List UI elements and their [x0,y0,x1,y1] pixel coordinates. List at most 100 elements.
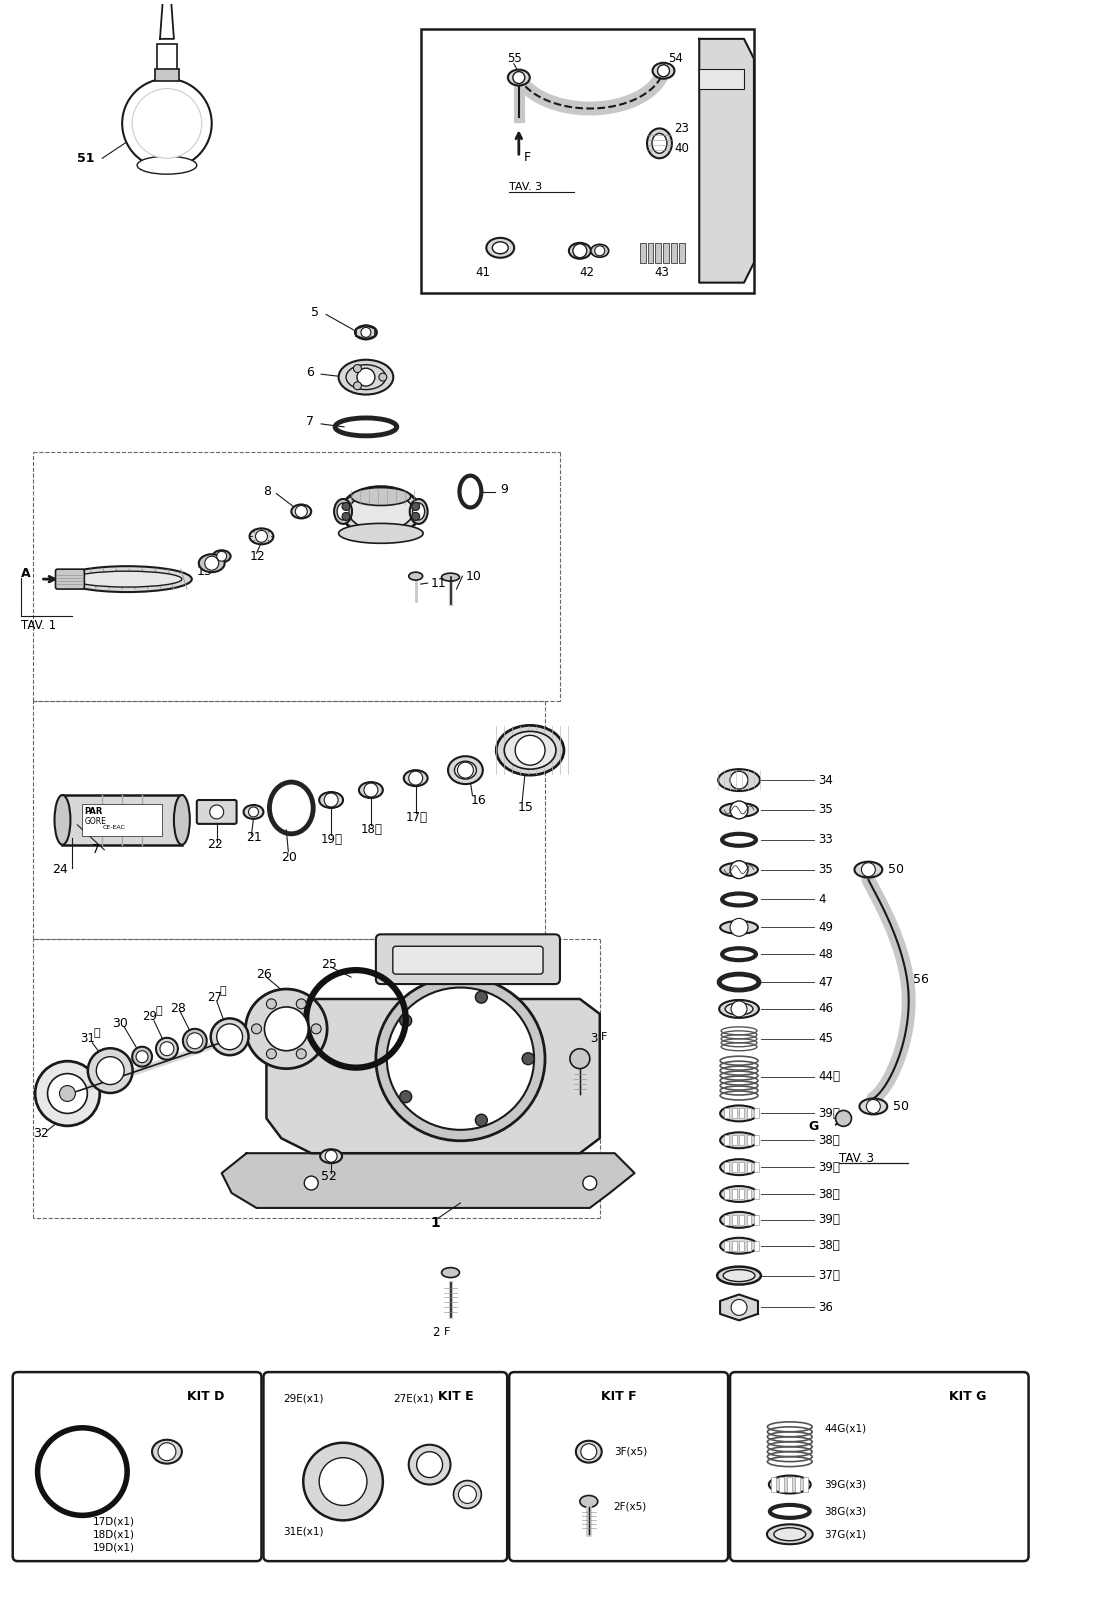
Bar [739,1162,744,1173]
Circle shape [732,1002,747,1018]
Ellipse shape [652,62,674,78]
Polygon shape [160,0,174,38]
Text: 49: 49 [818,922,834,934]
Circle shape [836,1110,851,1126]
Ellipse shape [212,550,231,562]
Ellipse shape [292,504,311,518]
Ellipse shape [448,757,483,784]
Circle shape [364,782,378,797]
Bar [747,1136,751,1146]
Circle shape [132,88,201,158]
Bar [724,1189,729,1198]
Polygon shape [720,1294,758,1320]
Ellipse shape [720,1106,758,1122]
Text: 39Ⓖ: 39Ⓖ [818,1107,840,1120]
Text: 26: 26 [256,968,272,981]
Text: 38G(x3): 38G(x3) [825,1506,867,1517]
Text: ⓔ: ⓔ [220,986,227,997]
Ellipse shape [243,805,264,819]
Ellipse shape [132,1046,152,1067]
Text: 23: 23 [674,122,690,134]
Circle shape [459,1485,476,1504]
Text: 13: 13 [197,565,212,578]
Circle shape [342,512,350,520]
Bar [795,1477,800,1493]
Circle shape [411,502,420,510]
Ellipse shape [174,795,190,845]
Bar [724,1162,729,1173]
Ellipse shape [199,554,224,573]
Circle shape [570,1048,590,1069]
Text: 8: 8 [264,485,272,498]
Text: 34: 34 [818,774,834,787]
Circle shape [475,992,487,1003]
Ellipse shape [652,133,667,154]
Ellipse shape [250,528,274,544]
Ellipse shape [88,1048,133,1093]
Bar [786,1477,792,1493]
Text: F: F [443,1328,450,1338]
Bar [754,1136,759,1146]
Ellipse shape [774,1528,805,1541]
Ellipse shape [156,1038,178,1059]
Ellipse shape [73,571,182,587]
Circle shape [59,1085,76,1101]
Circle shape [319,1458,367,1506]
Circle shape [595,246,605,256]
Circle shape [264,1006,308,1051]
Ellipse shape [349,493,414,530]
Circle shape [730,771,748,789]
Text: 44Ⓖ: 44Ⓖ [818,1070,840,1083]
Text: 31: 31 [80,1032,96,1045]
Bar [747,1240,751,1251]
Text: 35: 35 [818,803,834,816]
Ellipse shape [591,245,608,258]
Text: 24: 24 [53,862,68,877]
Ellipse shape [341,486,420,536]
Ellipse shape [412,502,425,520]
Bar [732,1162,737,1173]
Text: 50: 50 [889,862,904,877]
Text: 52: 52 [321,1170,337,1182]
Text: 46: 46 [818,1003,834,1016]
Circle shape [730,918,748,936]
Bar [663,243,670,262]
Bar [771,1477,775,1493]
Ellipse shape [576,1440,602,1462]
Circle shape [417,1451,442,1477]
Circle shape [353,382,362,390]
Circle shape [730,802,748,819]
Text: 31E(x1): 31E(x1) [284,1526,323,1536]
Circle shape [296,1050,306,1059]
Bar [803,1477,807,1493]
Ellipse shape [337,502,349,520]
Text: 44G(x1): 44G(x1) [825,1424,867,1434]
Bar [739,1240,744,1251]
Text: 20: 20 [282,851,297,864]
Bar [63,795,182,845]
Text: 27: 27 [207,990,222,1003]
Text: 28: 28 [169,1003,186,1016]
Circle shape [210,805,223,819]
Text: 43: 43 [654,266,669,278]
Ellipse shape [720,862,758,877]
Ellipse shape [441,1267,460,1277]
Circle shape [730,861,748,878]
Bar [155,69,179,80]
Circle shape [266,1050,276,1059]
Bar [739,1189,744,1198]
Text: PAR: PAR [85,808,102,816]
Ellipse shape [359,782,383,798]
Text: 12: 12 [250,550,265,563]
Text: 37G(x1): 37G(x1) [825,1530,867,1539]
Bar [747,1189,751,1198]
FancyBboxPatch shape [264,1373,507,1562]
Text: KIT G: KIT G [949,1390,987,1403]
Bar [157,43,177,74]
Circle shape [861,862,876,877]
Text: 45: 45 [818,1032,834,1045]
Text: 48: 48 [818,947,834,960]
Ellipse shape [355,325,377,339]
Ellipse shape [346,365,386,389]
Bar [732,1214,737,1226]
